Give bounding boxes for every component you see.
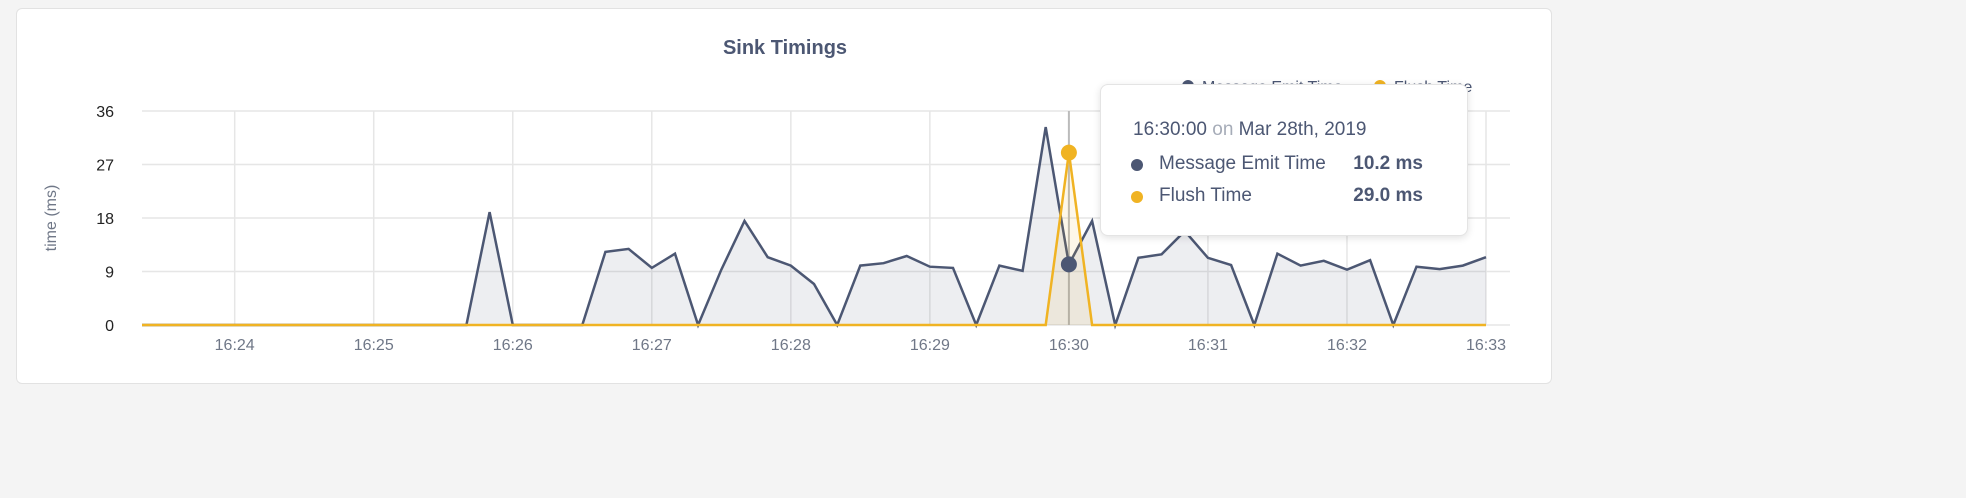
- hover-point: [1060, 144, 1077, 161]
- y-tick-label: 9: [105, 265, 114, 282]
- x-tick-label: 16:27: [632, 337, 672, 354]
- tooltip: 16:30:00 on Mar 28th, 2019 Message Emit …: [1100, 84, 1468, 236]
- tooltip-series-value: 10.2 ms: [1353, 153, 1423, 174]
- y-tick-label: 0: [105, 318, 114, 335]
- series-line-1: [142, 152, 1486, 327]
- chart-title: Sink Timings: [723, 37, 847, 59]
- x-tick-label: 16:33: [1466, 337, 1506, 354]
- x-tick-label: 16:30: [1049, 337, 1089, 354]
- x-tick-label: 16:32: [1327, 337, 1367, 354]
- tooltip-series-name: Message Emit Time: [1159, 153, 1326, 174]
- tooltip-date: Mar 28th, 2019: [1238, 119, 1367, 140]
- y-tick-label: 27: [96, 158, 114, 175]
- y-tick-label: 18: [96, 211, 114, 228]
- hover-point: [1060, 256, 1077, 273]
- tooltip-timestamp: 16:30:00 on Mar 28th, 2019: [1133, 119, 1366, 141]
- tooltip-series-value: 29.0 ms: [1353, 185, 1423, 206]
- series-dot-icon: [1131, 159, 1143, 171]
- tooltip-series-name: Flush Time: [1159, 185, 1252, 206]
- x-tick-label: 16:28: [771, 337, 811, 354]
- tooltip-row-message-emit: Message Emit Time 10.2 ms: [1131, 153, 1441, 177]
- x-tick-label: 16:26: [493, 337, 533, 354]
- tooltip-on: on: [1212, 119, 1234, 140]
- series-dot-icon: [1131, 191, 1143, 203]
- series-area-0: [142, 127, 1486, 325]
- tooltip-row-flush: Flush Time 29.0 ms: [1131, 185, 1441, 209]
- x-tick-label: 16:25: [354, 337, 394, 354]
- y-tick-label: 36: [96, 104, 114, 121]
- x-tick-label: 16:31: [1188, 337, 1228, 354]
- y-axis-label: time (ms): [43, 185, 60, 252]
- x-tick-label: 16:24: [215, 337, 255, 354]
- x-tick-label: 16:29: [910, 337, 950, 354]
- tooltip-time: 16:30:00: [1133, 119, 1207, 140]
